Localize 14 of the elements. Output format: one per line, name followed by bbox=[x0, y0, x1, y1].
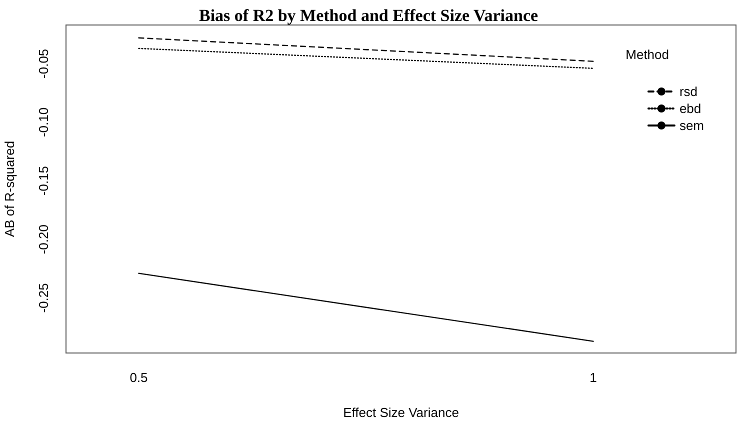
chart-title: Bias of R2 by Method and Effect Size Variance bbox=[198, 6, 538, 25]
y-axis-title: AB of R-squared bbox=[2, 140, 17, 238]
y-tick-label: -0.20 bbox=[36, 224, 51, 254]
y-tick-label: -0.10 bbox=[36, 107, 51, 138]
legend-label: sem bbox=[679, 118, 704, 133]
y-tick-label: -0.05 bbox=[36, 48, 51, 78]
x-tick-label: 1 bbox=[590, 370, 597, 385]
x-tick-label: 0.5 bbox=[130, 370, 148, 385]
legend-title: Method bbox=[626, 47, 670, 62]
x-axis-title: Effect Size Variance bbox=[343, 405, 459, 420]
legend-label: ebd bbox=[679, 101, 702, 116]
y-tick-label: -0.15 bbox=[36, 166, 51, 196]
legend-label: rsd bbox=[679, 84, 698, 99]
y-tick-label: -0.25 bbox=[36, 283, 51, 313]
